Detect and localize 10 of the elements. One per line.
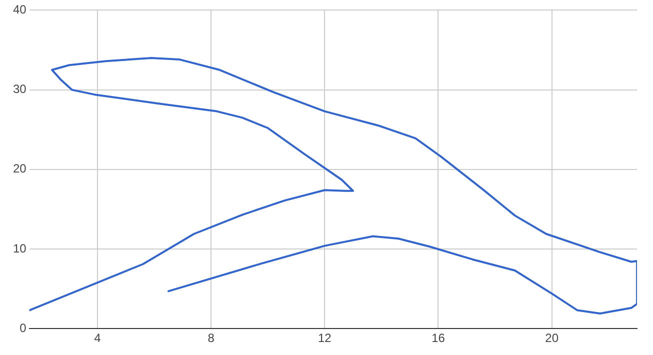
y-tick-label: 20 [12,162,27,176]
y-tick-label: 0 [20,320,27,335]
x-tick-label: 20 [545,331,559,346]
x-tick-label: 4 [94,331,102,346]
x-tick-label: 16 [432,331,446,346]
y-tick-label: 40 [12,2,27,17]
y-tick-label: 10 [12,241,27,256]
x-tick-label: 8 [208,331,215,346]
x-tick-label: 12 [318,331,332,346]
y-tick-label: 30 [12,82,27,96]
